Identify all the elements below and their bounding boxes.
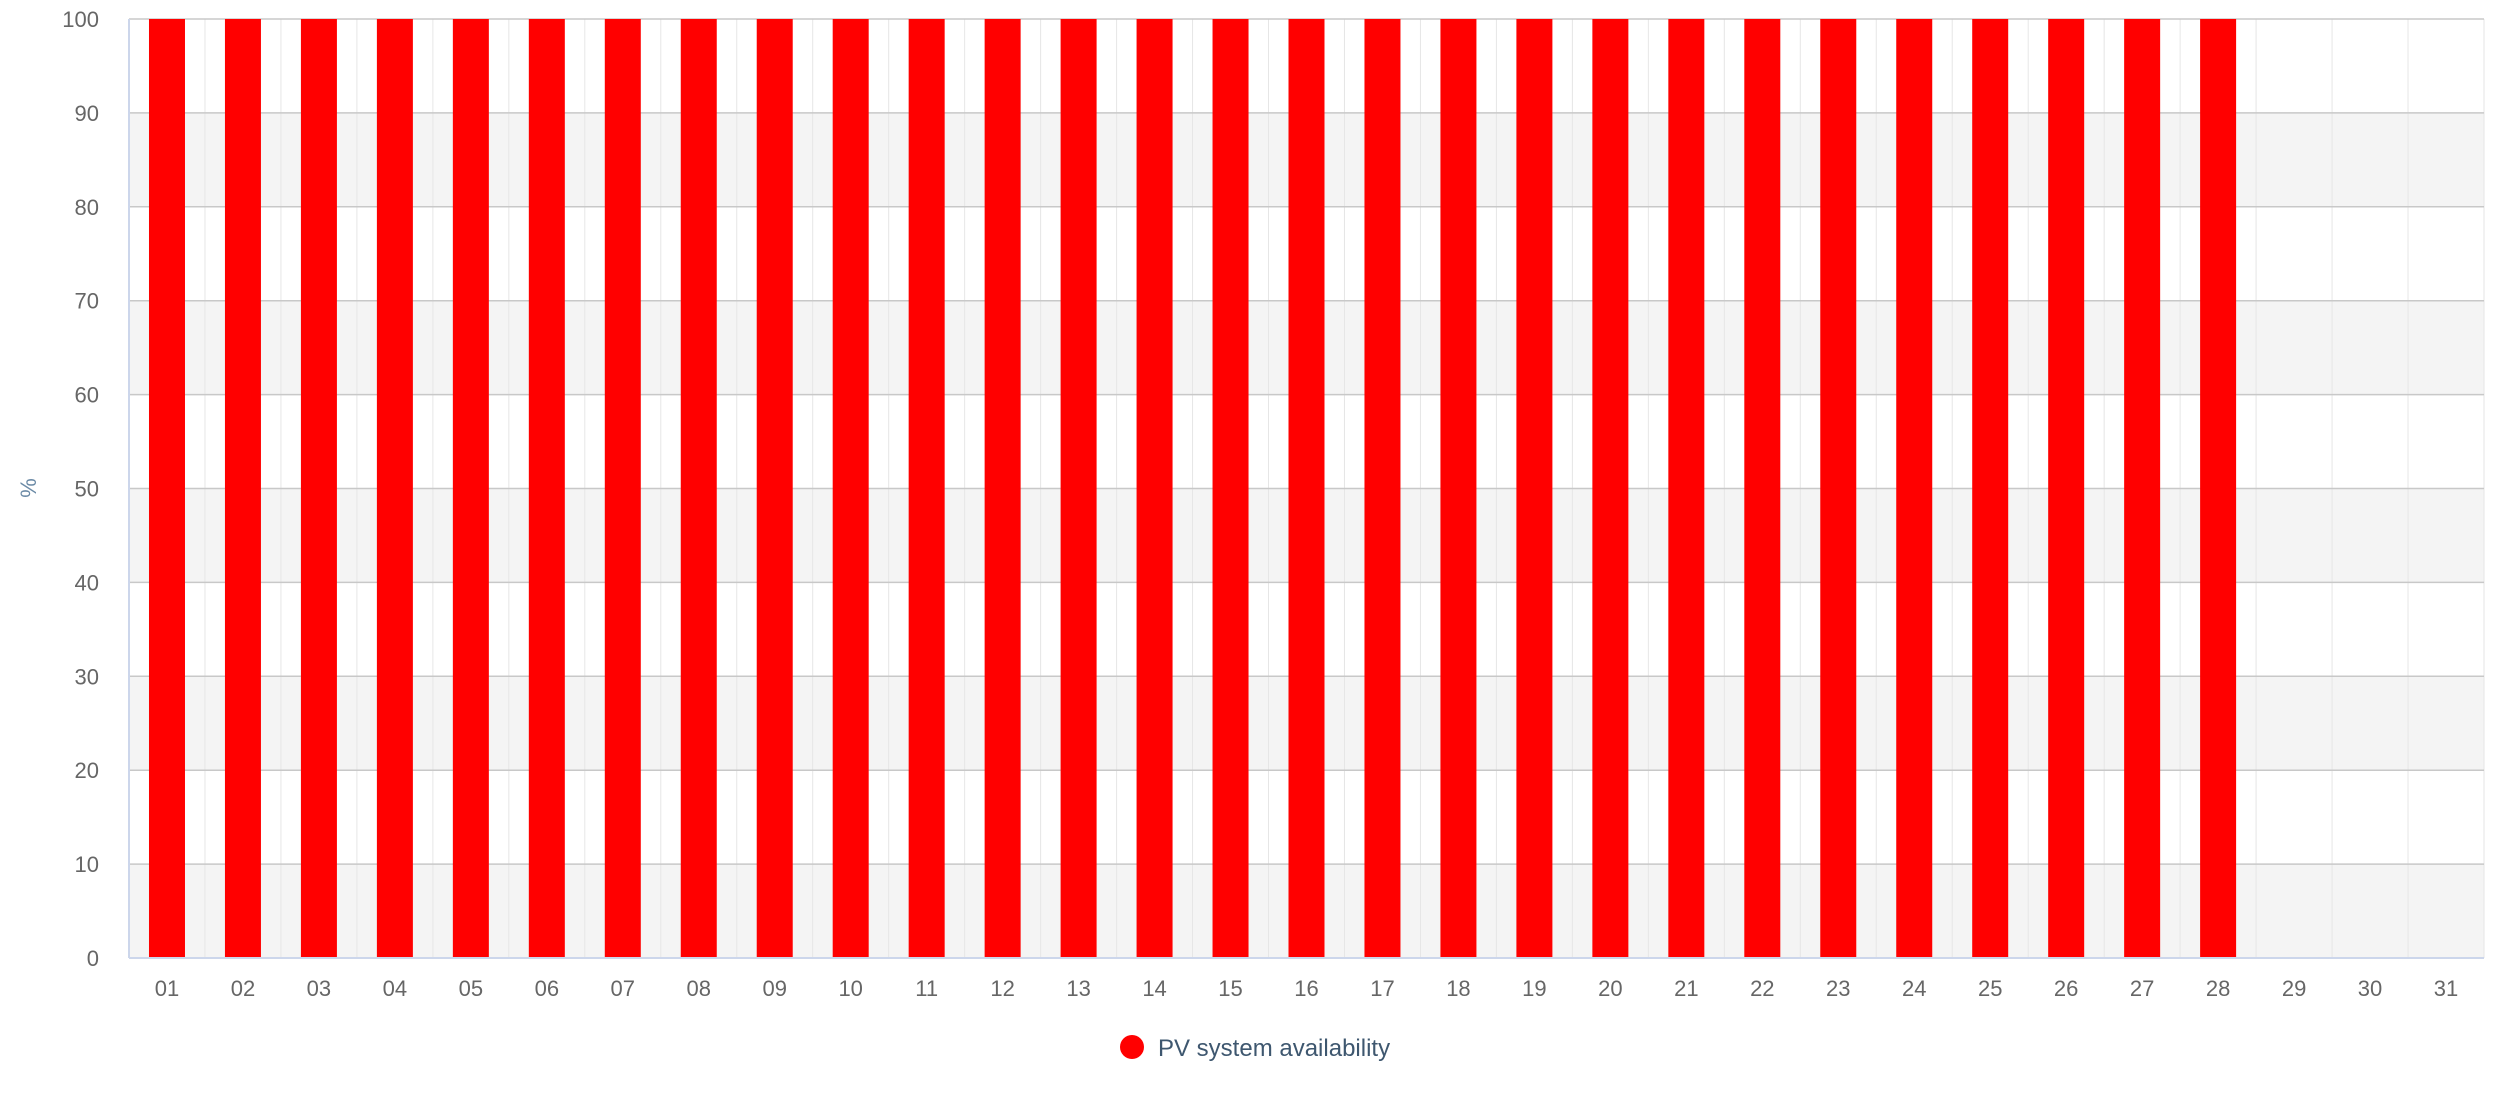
bar[interactable] (528, 19, 565, 958)
x-tick-label: 05 (459, 976, 483, 1001)
bar[interactable] (2048, 19, 2085, 958)
x-tick-label: 25 (1978, 976, 2002, 1001)
x-tick-label: 17 (1370, 976, 1394, 1001)
bar[interactable] (1364, 19, 1401, 958)
bar[interactable] (1212, 19, 1249, 958)
bar[interactable] (1972, 19, 2009, 958)
bar[interactable] (1592, 19, 1629, 958)
bar[interactable] (1820, 19, 1857, 958)
bar[interactable] (376, 19, 413, 958)
bar[interactable] (604, 19, 641, 958)
x-tick-label: 31 (2434, 976, 2458, 1001)
x-tick-label: 02 (231, 976, 255, 1001)
bar[interactable] (1440, 19, 1477, 958)
y-axis-title: % (16, 478, 41, 498)
y-tick-label: 50 (75, 477, 99, 502)
x-tick-label: 03 (307, 976, 331, 1001)
x-tick-label: 18 (1446, 976, 1470, 1001)
x-tick-label: 28 (2206, 976, 2230, 1001)
y-tick-label: 100 (62, 7, 99, 32)
legend-marker-icon[interactable] (1120, 1035, 1144, 1059)
x-tick-label: 29 (2282, 976, 2306, 1001)
x-tick-label: 19 (1522, 976, 1546, 1001)
x-tick-label: 11 (915, 976, 938, 1001)
x-tick-label: 24 (1902, 976, 1926, 1001)
x-axis-tick-labels: 01 02 03 04 05 06 07 08 09 10 11 12 13 14 15 16 17 18 19 20… (155, 976, 2459, 1001)
legend-item-label[interactable]: PV system availability (1158, 1035, 1390, 1062)
bar[interactable] (984, 19, 1021, 958)
x-tick-label: 06 (535, 976, 559, 1001)
bar[interactable] (452, 19, 489, 958)
bar[interactable] (2124, 19, 2161, 958)
x-tick-label: 09 (762, 976, 786, 1001)
bar[interactable] (1288, 19, 1325, 958)
y-tick-label: 60 (75, 383, 99, 408)
x-tick-label: 10 (838, 976, 862, 1001)
bar[interactable] (1896, 19, 1933, 958)
y-axis-tick-labels: 0 10 20 30 40 50 60 70 80 90 100 (62, 7, 99, 971)
x-tick-label: 12 (990, 976, 1014, 1001)
bar[interactable] (1516, 19, 1553, 958)
bar[interactable] (680, 19, 717, 958)
y-tick-label: 30 (75, 664, 99, 689)
x-tick-label: 07 (611, 976, 635, 1001)
x-tick-label: 30 (2358, 976, 2382, 1001)
y-tick-label: 40 (75, 570, 99, 595)
bar[interactable] (1668, 19, 1705, 958)
bar[interactable] (832, 19, 869, 958)
y-tick-label: 20 (75, 758, 99, 783)
bar[interactable] (224, 19, 261, 958)
y-tick-label: 10 (75, 852, 99, 877)
bar[interactable] (756, 19, 793, 958)
x-tick-label: 08 (687, 976, 711, 1001)
bar[interactable] (908, 19, 945, 958)
x-tick-label: 21 (1674, 976, 1698, 1001)
x-tick-label: 22 (1750, 976, 1774, 1001)
legend[interactable]: PV system availability (1120, 1035, 1390, 1062)
bar-series (148, 19, 2237, 958)
y-tick-label: 80 (75, 195, 99, 220)
x-tick-label: 27 (2130, 976, 2154, 1001)
bar[interactable] (1060, 19, 1097, 958)
bar[interactable] (300, 19, 337, 958)
x-tick-label: 20 (1598, 976, 1622, 1001)
bar[interactable] (1136, 19, 1173, 958)
x-tick-label: 23 (1826, 976, 1850, 1001)
x-tick-label: 01 (155, 976, 179, 1001)
y-tick-label: 70 (75, 289, 99, 314)
x-tick-label: 26 (2054, 976, 2078, 1001)
x-tick-label: 04 (383, 976, 407, 1001)
x-tick-label: 16 (1294, 976, 1318, 1001)
x-tick-label: 15 (1218, 976, 1242, 1001)
y-tick-label: 0 (87, 946, 99, 971)
bar[interactable] (2200, 19, 2237, 958)
x-tick-label: 13 (1066, 976, 1090, 1001)
bar[interactable] (1744, 19, 1781, 958)
x-tick-label: 14 (1142, 976, 1166, 1001)
y-tick-label: 90 (75, 101, 99, 126)
bar[interactable] (148, 19, 185, 958)
